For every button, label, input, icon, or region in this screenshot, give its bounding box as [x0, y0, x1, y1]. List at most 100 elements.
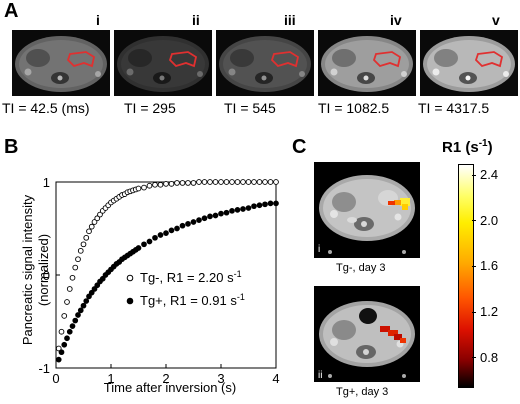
x-axis-label: Time after inversion (s)	[104, 380, 236, 395]
colorbar-tick-label-3: 1.2	[480, 304, 499, 319]
tg-minus-point-1	[58, 328, 65, 335]
tg-minus-point-33	[157, 181, 164, 188]
tg-minus-point-31	[146, 182, 153, 189]
panel-a-roman-5: v	[492, 12, 500, 28]
tg-plus-point-37	[179, 222, 186, 229]
tg-plus-point-30	[141, 241, 147, 248]
tg-minus-point-13	[91, 219, 98, 225]
tg-minus-point-46	[229, 179, 235, 185]
tg-minus-point-42	[207, 179, 213, 185]
tg-plus-point-9	[80, 302, 87, 309]
tg-plus-point-32	[152, 234, 158, 241]
colorbar-tick-2	[472, 265, 476, 267]
tg-plus-point-14	[94, 282, 101, 289]
tg-plus-point-45	[223, 209, 230, 216]
tg-plus-point-54	[273, 200, 279, 207]
tg-minus-point-35	[168, 181, 175, 187]
mri-image-2	[114, 30, 212, 96]
colorbar-tick-4	[472, 357, 476, 359]
tg-plus-point-48	[240, 206, 246, 212]
tg-minus-point-3	[64, 299, 70, 305]
colorbar	[458, 164, 474, 388]
tg-minus-point-41	[201, 179, 208, 185]
tg-minus-point-10	[83, 234, 90, 241]
tg-plus-point-40	[196, 217, 202, 223]
tg-plus-point-41	[201, 215, 208, 222]
tg-plus-point-44	[218, 210, 224, 217]
tg-minus-point-52	[262, 179, 268, 185]
mri-image-5	[420, 30, 518, 96]
tg-plus-point-47	[234, 207, 241, 213]
tg-plus-point-38	[185, 220, 191, 227]
tg-minus-point-39	[190, 180, 197, 186]
tg-minus-point-15	[97, 211, 103, 218]
tg-minus-point-43	[212, 179, 219, 185]
tg-minus-point-14	[94, 215, 101, 222]
tg-minus-point-45	[223, 179, 230, 185]
tg-minus-point-30	[141, 184, 147, 191]
tg-minus-point-37	[179, 180, 186, 186]
panel-b-letter: B	[4, 136, 19, 158]
tg-plus-point-1	[58, 349, 65, 356]
r1-map-image-2	[314, 286, 420, 382]
colorbar-tick-0	[472, 174, 476, 176]
colorbar-title: R1 (s-1)	[442, 138, 493, 156]
r1-map-caption-2: Tg+, day 3	[336, 386, 389, 398]
tg-plus-point-11	[86, 293, 92, 300]
tg-plus-point-5	[69, 323, 76, 330]
mri-image-3	[216, 30, 314, 96]
ti-label-5: TI = 4317.5	[418, 100, 490, 116]
tg-minus-point-38	[185, 180, 191, 186]
colorbar-tick-3	[472, 311, 476, 313]
tg-minus-point-0	[55, 345, 62, 352]
colorbar-tick-label-0: 2.4	[480, 167, 499, 183]
tg-minus-point-48	[240, 179, 246, 185]
colorbar-tick-label-1: 2.0	[480, 212, 499, 228]
tg-plus-point-3	[64, 335, 70, 342]
tg-plus-point-13	[91, 286, 98, 292]
ti-label-2: TI = 295	[124, 100, 176, 116]
colorbar-tick-1	[472, 220, 476, 222]
tg-minus-point-50	[251, 179, 257, 185]
tg-minus-point-40	[196, 179, 202, 185]
colorbar-tick-label-4: 0.8	[480, 349, 499, 365]
x-tick-label-4: 4	[272, 371, 279, 386]
tg-plus-point-52	[262, 201, 268, 208]
r1-map-image-1	[314, 162, 420, 258]
tg-minus-point-12	[88, 223, 95, 230]
tg-minus-point-5	[69, 274, 76, 281]
tg-plus-point-49	[245, 205, 252, 211]
tg-minus-point-4	[66, 286, 73, 292]
tg-plus-point-4	[66, 328, 73, 335]
tg-minus-point-51	[256, 179, 263, 185]
colorbar-title-close: )	[487, 139, 493, 156]
tg-minus-point-47	[234, 179, 241, 185]
tg-minus-point-36	[174, 180, 180, 186]
x-tick-label-0: 0	[52, 371, 59, 386]
tg-plus-point-33	[157, 232, 164, 238]
tg-plus-point-2	[61, 341, 68, 348]
tg-minus-point-2	[61, 313, 68, 319]
tg-plus-point-7	[75, 312, 81, 318]
tg-plus-point-0	[55, 356, 62, 363]
mri-image-1	[12, 30, 110, 96]
tg-plus-point-53	[267, 200, 274, 207]
r1-map-caption-1: Tg-, day 3	[336, 262, 386, 274]
y-axis-label-line-2: (normalized)	[36, 234, 51, 306]
tg-plus-point-34	[163, 230, 169, 237]
tg-minus-point-29	[135, 185, 142, 192]
mri-image-4	[318, 30, 416, 96]
panel-a-roman-1: i	[96, 12, 100, 28]
tg-minus-point-11	[86, 228, 92, 235]
panel-a-letter: A	[4, 0, 19, 22]
tg-plus-point-10	[83, 298, 90, 304]
tg-plus-point-43	[212, 212, 219, 219]
legend-label-tg-minus: Tg-, R1 = 2.20 s-1	[140, 269, 242, 285]
ti-label-1: TI = 42.5 (ms)	[2, 100, 90, 116]
tg-minus-point-44	[218, 179, 224, 185]
tg-minus-point-32	[152, 181, 158, 188]
y-tick-label-1: 0	[43, 268, 50, 283]
y-axis-label-line-1: Pancreatic signal intensity	[20, 194, 35, 345]
tg-minus-point-8	[77, 247, 84, 254]
tg-plus-point-8	[77, 307, 84, 314]
